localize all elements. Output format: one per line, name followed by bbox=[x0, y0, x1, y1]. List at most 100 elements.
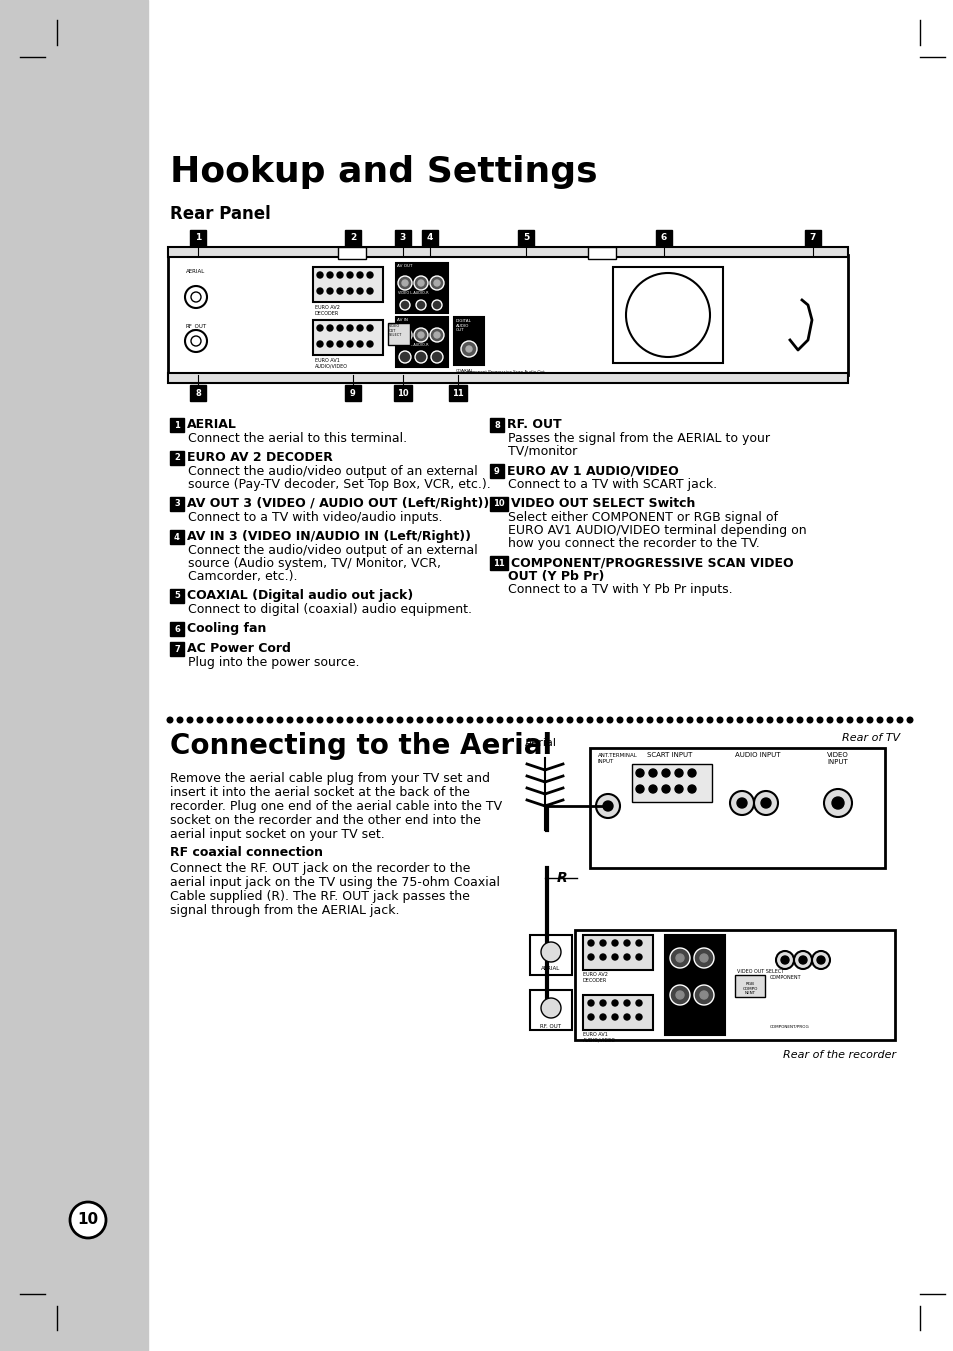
Bar bbox=[421, 230, 437, 246]
Text: aerial input jack on the TV using the 75-ohm Coaxial: aerial input jack on the TV using the 75… bbox=[170, 875, 499, 889]
Text: DIGITAL
AUDIO
OUT: DIGITAL AUDIO OUT bbox=[456, 319, 472, 332]
Circle shape bbox=[636, 1015, 641, 1020]
Text: AERIAL: AERIAL bbox=[540, 966, 560, 971]
Circle shape bbox=[415, 351, 427, 363]
Bar bbox=[582, 935, 652, 970]
Circle shape bbox=[677, 717, 682, 723]
Text: Aerial: Aerial bbox=[524, 738, 557, 748]
Circle shape bbox=[587, 1000, 594, 1006]
Text: EURO AV1: EURO AV1 bbox=[314, 358, 339, 363]
Bar bbox=[395, 317, 448, 367]
Text: Connect the RF. OUT jack on the recorder to the: Connect the RF. OUT jack on the recorder… bbox=[170, 862, 470, 875]
Circle shape bbox=[436, 717, 442, 723]
Bar bbox=[454, 317, 483, 365]
Text: TV/monitor: TV/monitor bbox=[507, 444, 577, 458]
Circle shape bbox=[347, 717, 353, 723]
Text: AV OUT 3 (VIDEO / AUDIO OUT (Left/Right)): AV OUT 3 (VIDEO / AUDIO OUT (Left/Right)… bbox=[187, 497, 489, 509]
Circle shape bbox=[257, 717, 262, 723]
Circle shape bbox=[676, 954, 683, 962]
Text: COMPONENT: COMPONENT bbox=[769, 975, 801, 979]
Text: source (Pay-TV decoder, Set Top Box, VCR, etc.).: source (Pay-TV decoder, Set Top Box, VCR… bbox=[188, 478, 490, 490]
Circle shape bbox=[817, 717, 821, 723]
Circle shape bbox=[497, 717, 502, 723]
Circle shape bbox=[602, 801, 613, 811]
Circle shape bbox=[432, 300, 441, 309]
Circle shape bbox=[636, 769, 643, 777]
Bar bbox=[345, 385, 360, 401]
Bar bbox=[631, 765, 711, 802]
Circle shape bbox=[799, 957, 806, 965]
Circle shape bbox=[599, 940, 605, 946]
Circle shape bbox=[287, 717, 293, 723]
Circle shape bbox=[846, 717, 852, 723]
Circle shape bbox=[781, 957, 788, 965]
Circle shape bbox=[70, 1202, 106, 1238]
Circle shape bbox=[460, 340, 476, 357]
Circle shape bbox=[356, 326, 363, 331]
Circle shape bbox=[866, 717, 872, 723]
Circle shape bbox=[587, 954, 594, 961]
Circle shape bbox=[636, 954, 641, 961]
Circle shape bbox=[626, 717, 632, 723]
Text: 2: 2 bbox=[350, 234, 355, 242]
Circle shape bbox=[397, 276, 412, 290]
Circle shape bbox=[686, 717, 692, 723]
Text: EURO AV1 AUDIO/VIDEO terminal depending on: EURO AV1 AUDIO/VIDEO terminal depending … bbox=[507, 524, 806, 536]
Bar bbox=[490, 417, 503, 432]
Circle shape bbox=[617, 717, 622, 723]
Text: Connect to a TV with Y Pb Pr inputs.: Connect to a TV with Y Pb Pr inputs. bbox=[507, 584, 732, 596]
Circle shape bbox=[729, 790, 753, 815]
Circle shape bbox=[185, 330, 207, 353]
Circle shape bbox=[831, 797, 843, 809]
Circle shape bbox=[434, 280, 439, 286]
Circle shape bbox=[465, 346, 472, 353]
Text: 7: 7 bbox=[809, 234, 816, 242]
Text: AV IN: AV IN bbox=[396, 317, 408, 322]
Circle shape bbox=[746, 717, 752, 723]
Circle shape bbox=[327, 340, 333, 347]
Circle shape bbox=[347, 326, 353, 331]
Circle shape bbox=[430, 276, 443, 290]
Circle shape bbox=[636, 940, 641, 946]
Text: Hookup and Settings: Hookup and Settings bbox=[170, 155, 597, 189]
Text: 9: 9 bbox=[494, 466, 499, 476]
Text: 10: 10 bbox=[493, 500, 504, 508]
Circle shape bbox=[217, 717, 223, 723]
Circle shape bbox=[417, 332, 423, 338]
Bar bbox=[168, 373, 847, 382]
Text: VIDEO L-AUDIO-R: VIDEO L-AUDIO-R bbox=[397, 290, 428, 295]
Text: aerial input socket on your TV set.: aerial input socket on your TV set. bbox=[170, 828, 384, 842]
Circle shape bbox=[356, 717, 362, 723]
Bar bbox=[170, 417, 184, 432]
Circle shape bbox=[806, 717, 812, 723]
Circle shape bbox=[517, 717, 522, 723]
Text: 9: 9 bbox=[350, 389, 355, 397]
Text: VIDEO OUT SELECT Switch: VIDEO OUT SELECT Switch bbox=[511, 497, 695, 509]
Circle shape bbox=[397, 328, 412, 342]
Text: Connect to digital (coaxial) audio equipment.: Connect to digital (coaxial) audio equip… bbox=[188, 603, 472, 616]
Circle shape bbox=[401, 280, 408, 286]
Circle shape bbox=[587, 717, 592, 723]
Text: RF. OUT: RF. OUT bbox=[506, 417, 561, 431]
Circle shape bbox=[886, 717, 892, 723]
Bar bbox=[804, 230, 821, 246]
Circle shape bbox=[661, 785, 669, 793]
Circle shape bbox=[327, 288, 333, 295]
Text: source (Audio system, TV/ Monitor, VCR,: source (Audio system, TV/ Monitor, VCR, bbox=[188, 557, 440, 570]
Text: AUDIO/VIDEO: AUDIO/VIDEO bbox=[314, 363, 348, 369]
Circle shape bbox=[587, 1015, 594, 1020]
Circle shape bbox=[527, 717, 532, 723]
Bar bbox=[394, 385, 412, 401]
Circle shape bbox=[277, 717, 282, 723]
Circle shape bbox=[597, 717, 602, 723]
Circle shape bbox=[797, 717, 802, 723]
Text: COMPONENT/PROGRESSIVE SCAN VIDEO: COMPONENT/PROGRESSIVE SCAN VIDEO bbox=[511, 557, 793, 569]
Text: EURO AV 2 DECODER: EURO AV 2 DECODER bbox=[187, 451, 333, 463]
Text: 3: 3 bbox=[399, 234, 406, 242]
Circle shape bbox=[396, 717, 402, 723]
Circle shape bbox=[837, 717, 841, 723]
Text: Rear of TV: Rear of TV bbox=[841, 734, 899, 743]
Text: 11: 11 bbox=[493, 558, 504, 567]
Text: insert it into the aerial socket at the back of the: insert it into the aerial socket at the … bbox=[170, 786, 470, 798]
Text: Connect the audio/video output of an external: Connect the audio/video output of an ext… bbox=[188, 544, 477, 557]
